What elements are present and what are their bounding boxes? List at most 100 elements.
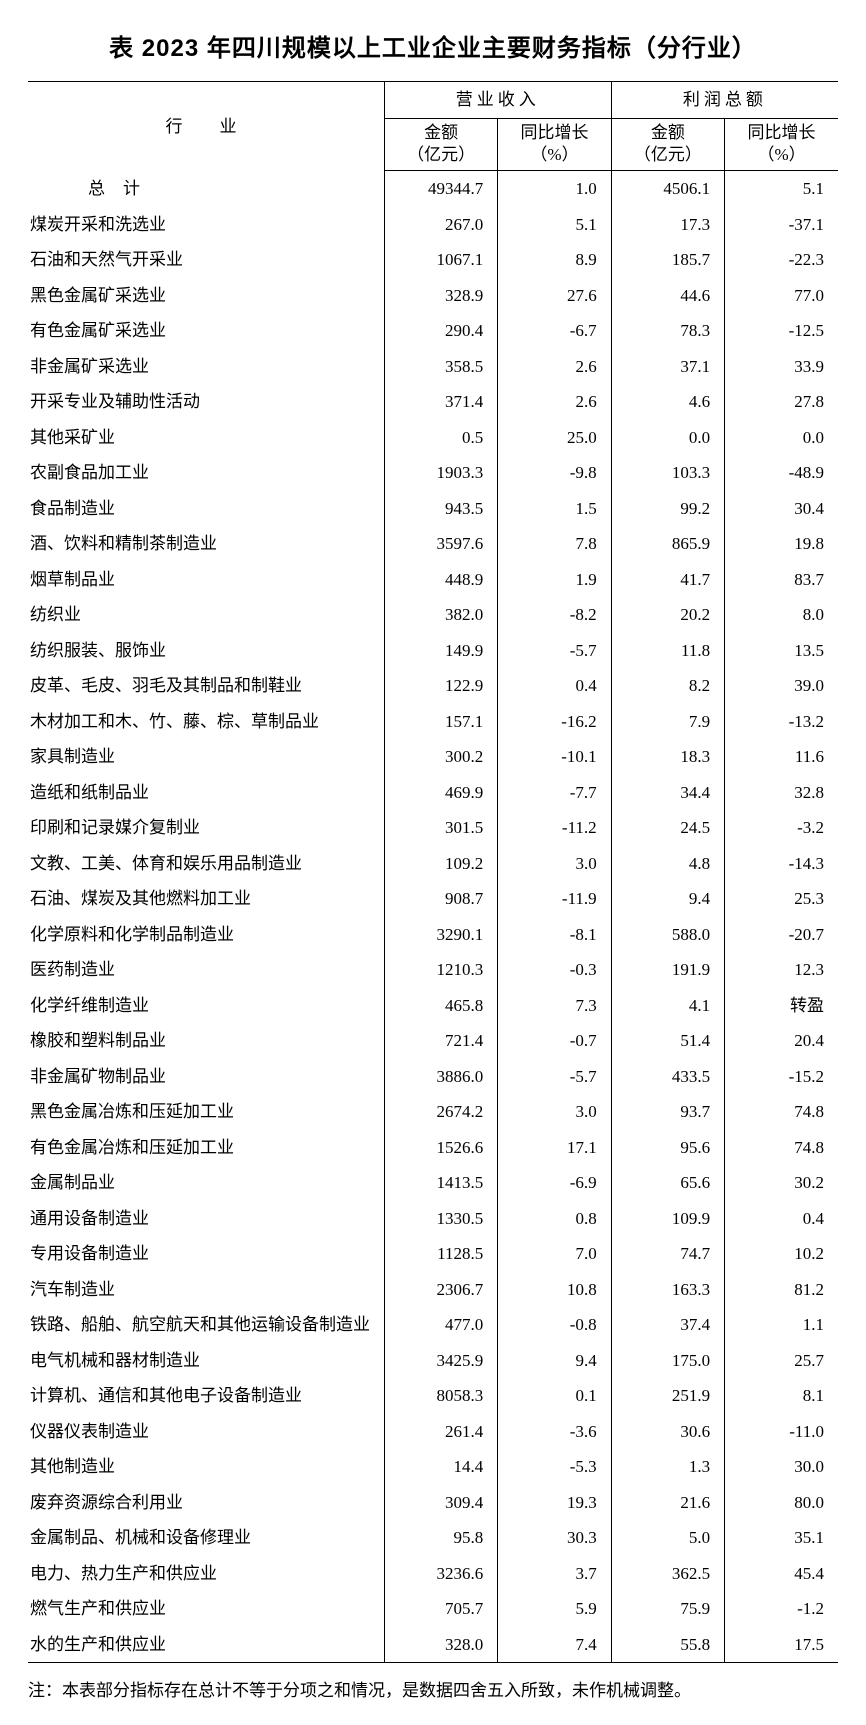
cell-profit-amount: 24.5 xyxy=(611,810,724,846)
table-body: 总计49344.71.04506.15.1煤炭开采和洗选业267.05.117.… xyxy=(28,171,838,1663)
cell-profit-growth: -20.7 xyxy=(725,917,838,953)
cell-profit-growth: 33.9 xyxy=(725,349,838,385)
cell-rev-growth: 17.1 xyxy=(498,1130,611,1166)
cell-profit-growth: 30.4 xyxy=(725,491,838,527)
cell-profit-amount: 93.7 xyxy=(611,1094,724,1130)
table-row: 医药制造业1210.3-0.3191.912.3 xyxy=(28,952,838,988)
cell-industry: 皮革、毛皮、羽毛及其制品和制鞋业 xyxy=(28,668,384,704)
header-rev-amount: 金额（亿元） xyxy=(384,118,497,171)
cell-rev-growth: -6.7 xyxy=(498,313,611,349)
table-row: 非金属矿物制品业3886.0-5.7433.5-15.2 xyxy=(28,1059,838,1095)
table-row: 酒、饮料和精制茶制造业3597.67.8865.919.8 xyxy=(28,526,838,562)
cell-profit-amount: 7.9 xyxy=(611,704,724,740)
table-row: 黑色金属冶炼和压延加工业2674.23.093.774.8 xyxy=(28,1094,838,1130)
cell-rev-amount: 943.5 xyxy=(384,491,497,527)
cell-profit-growth: 32.8 xyxy=(725,775,838,811)
cell-rev-amount: 2306.7 xyxy=(384,1272,497,1308)
cell-profit-growth: -15.2 xyxy=(725,1059,838,1095)
cell-profit-growth: 80.0 xyxy=(725,1485,838,1521)
cell-industry: 废弃资源综合利用业 xyxy=(28,1485,384,1521)
table-row: 计算机、通信和其他电子设备制造业8058.30.1251.98.1 xyxy=(28,1378,838,1414)
cell-profit-growth: 8.0 xyxy=(725,597,838,633)
cell-profit-amount: 8.2 xyxy=(611,668,724,704)
table-row: 黑色金属矿采选业328.927.644.677.0 xyxy=(28,278,838,314)
cell-profit-amount: 5.0 xyxy=(611,1520,724,1556)
table-row: 印刷和记录媒介复制业301.5-11.224.5-3.2 xyxy=(28,810,838,846)
cell-rev-growth: 3.0 xyxy=(498,846,611,882)
cell-rev-growth: -8.2 xyxy=(498,597,611,633)
cell-rev-amount: 328.0 xyxy=(384,1627,497,1663)
cell-profit-growth: -3.2 xyxy=(725,810,838,846)
cell-profit-growth: -12.5 xyxy=(725,313,838,349)
cell-profit-growth: 5.1 xyxy=(725,171,838,207)
cell-rev-amount: 309.4 xyxy=(384,1485,497,1521)
cell-rev-growth: -10.1 xyxy=(498,739,611,775)
cell-rev-growth: 3.0 xyxy=(498,1094,611,1130)
cell-industry: 水的生产和供应业 xyxy=(28,1627,384,1663)
cell-rev-growth: -3.6 xyxy=(498,1414,611,1450)
table-row: 总计49344.71.04506.15.1 xyxy=(28,171,838,207)
cell-rev-growth: 3.7 xyxy=(498,1556,611,1592)
cell-industry: 纺织业 xyxy=(28,597,384,633)
cell-rev-amount: 3425.9 xyxy=(384,1343,497,1379)
cell-industry: 橡胶和塑料制品业 xyxy=(28,1023,384,1059)
cell-rev-growth: 1.9 xyxy=(498,562,611,598)
table-row: 电力、热力生产和供应业3236.63.7362.545.4 xyxy=(28,1556,838,1592)
cell-profit-amount: 41.7 xyxy=(611,562,724,598)
cell-rev-amount: 14.4 xyxy=(384,1449,497,1485)
table-row: 开采专业及辅助性活动371.42.64.627.8 xyxy=(28,384,838,420)
table-row: 水的生产和供应业328.07.455.817.5 xyxy=(28,1627,838,1663)
table-row: 仪器仪表制造业261.4-3.630.6-11.0 xyxy=(28,1414,838,1450)
cell-profit-growth: 0.0 xyxy=(725,420,838,456)
cell-profit-growth: 25.7 xyxy=(725,1343,838,1379)
cell-rev-growth: 30.3 xyxy=(498,1520,611,1556)
cell-profit-amount: 44.6 xyxy=(611,278,724,314)
cell-profit-amount: 9.4 xyxy=(611,881,724,917)
cell-rev-growth: 19.3 xyxy=(498,1485,611,1521)
cell-profit-amount: 109.9 xyxy=(611,1201,724,1237)
cell-profit-amount: 55.8 xyxy=(611,1627,724,1663)
cell-industry: 化学纤维制造业 xyxy=(28,988,384,1024)
table-row: 家具制造业300.2-10.118.311.6 xyxy=(28,739,838,775)
table-title: 表 2023 年四川规模以上工业企业主要财务指标（分行业） xyxy=(28,28,838,63)
cell-profit-amount: 30.6 xyxy=(611,1414,724,1450)
cell-rev-amount: 1128.5 xyxy=(384,1236,497,1272)
cell-rev-growth: 9.4 xyxy=(498,1343,611,1379)
cell-profit-growth: 12.3 xyxy=(725,952,838,988)
cell-rev-amount: 465.8 xyxy=(384,988,497,1024)
cell-rev-growth: 5.9 xyxy=(498,1591,611,1627)
cell-industry: 烟草制品业 xyxy=(28,562,384,598)
cell-profit-growth: 25.3 xyxy=(725,881,838,917)
cell-rev-growth: 10.8 xyxy=(498,1272,611,1308)
table-row: 有色金属矿采选业290.4-6.778.3-12.5 xyxy=(28,313,838,349)
cell-rev-amount: 1903.3 xyxy=(384,455,497,491)
cell-profit-growth: 27.8 xyxy=(725,384,838,420)
table-row: 化学纤维制造业465.87.34.1转盈 xyxy=(28,988,838,1024)
cell-rev-amount: 109.2 xyxy=(384,846,497,882)
cell-rev-amount: 3290.1 xyxy=(384,917,497,953)
cell-rev-amount: 469.9 xyxy=(384,775,497,811)
cell-profit-amount: 17.3 xyxy=(611,207,724,243)
cell-rev-amount: 1413.5 xyxy=(384,1165,497,1201)
cell-profit-amount: 163.3 xyxy=(611,1272,724,1308)
cell-profit-growth: 39.0 xyxy=(725,668,838,704)
cell-profit-growth: 19.8 xyxy=(725,526,838,562)
cell-rev-amount: 448.9 xyxy=(384,562,497,598)
cell-profit-growth: -1.2 xyxy=(725,1591,838,1627)
cell-profit-growth: -48.9 xyxy=(725,455,838,491)
header-group-profit: 利润总额 xyxy=(611,82,838,119)
table-row: 文教、工美、体育和娱乐用品制造业109.23.04.8-14.3 xyxy=(28,846,838,882)
table-row: 皮革、毛皮、羽毛及其制品和制鞋业122.90.48.239.0 xyxy=(28,668,838,704)
cell-profit-growth: 1.1 xyxy=(725,1307,838,1343)
cell-rev-growth: -5.3 xyxy=(498,1449,611,1485)
cell-profit-growth: 10.2 xyxy=(725,1236,838,1272)
cell-rev-amount: 1330.5 xyxy=(384,1201,497,1237)
header-profit-amount: 金额（亿元） xyxy=(611,118,724,171)
cell-profit-amount: 4.6 xyxy=(611,384,724,420)
cell-profit-growth: 30.0 xyxy=(725,1449,838,1485)
cell-rev-amount: 95.8 xyxy=(384,1520,497,1556)
cell-profit-amount: 251.9 xyxy=(611,1378,724,1414)
cell-profit-amount: 4.1 xyxy=(611,988,724,1024)
table-row: 铁路、船舶、航空航天和其他运输设备制造业477.0-0.837.41.1 xyxy=(28,1307,838,1343)
cell-rev-growth: -16.2 xyxy=(498,704,611,740)
